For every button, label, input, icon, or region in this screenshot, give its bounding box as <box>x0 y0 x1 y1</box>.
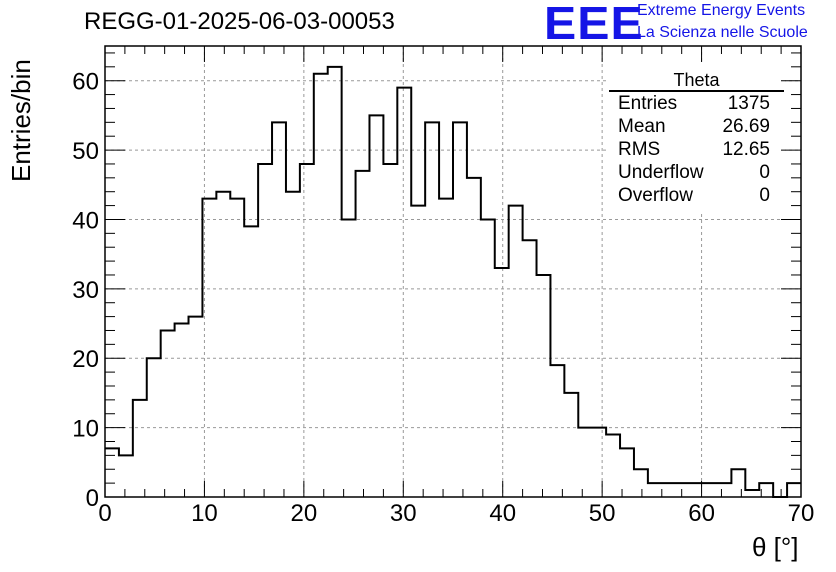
logo-line-1: Extreme Energy Events <box>637 2 806 19</box>
stats-row-entries: Entries 1375 <box>612 92 776 115</box>
stats-value: 0 <box>759 162 770 183</box>
chart-title: REGG-01-2025-06-03-00053 <box>84 8 395 35</box>
stats-key: RMS <box>618 139 661 160</box>
x-tick-label: 50 <box>589 500 616 527</box>
y-tick-label: 60 <box>72 69 99 96</box>
histogram-series <box>105 65 801 498</box>
stats-key: Mean <box>618 116 666 137</box>
stats-row-underflow: Underflow 0 <box>612 161 776 184</box>
stats-row-rms: RMS 12.65 <box>612 138 776 161</box>
x-tick-label: 70 <box>788 500 815 527</box>
logo-line-2: La Scienza nelle Scuole <box>637 24 808 41</box>
stats-value: 0 <box>759 185 770 206</box>
plot-frame <box>104 45 802 498</box>
x-tick-label: 0 <box>98 500 111 527</box>
stats-value: 26.69 <box>722 116 770 137</box>
x-tick-label: 20 <box>291 500 318 527</box>
y-tick-label: 30 <box>72 277 99 304</box>
y-tick-label: 10 <box>72 416 99 443</box>
stats-key: Underflow <box>618 162 704 183</box>
x-tick-label: 40 <box>489 500 516 527</box>
stats-box-bg <box>607 64 785 214</box>
eee-logo: EEE <box>544 0 644 49</box>
stats-value: 1375 <box>727 93 770 114</box>
stats-key: Entries <box>618 93 678 114</box>
stats-key: Overflow <box>618 185 693 206</box>
y-tick-label: 0 <box>86 485 99 512</box>
x-tick-label: 30 <box>390 500 417 527</box>
y-tick-label: 20 <box>72 346 99 373</box>
x-tick-label: 60 <box>688 500 715 527</box>
stats-row-mean: Mean 26.69 <box>612 115 776 138</box>
x-tick-label: 10 <box>191 500 218 527</box>
y-tick-label: 40 <box>72 207 99 234</box>
stats-title: Theta <box>609 70 784 92</box>
stats-value: 12.65 <box>722 139 770 160</box>
x-axis-label: θ [°] <box>752 532 799 562</box>
y-axis-label: Entries/bin <box>6 59 36 182</box>
y-tick-label: 50 <box>72 138 99 165</box>
stats-row-overflow: Overflow 0 <box>612 184 776 207</box>
stats-box: Theta Entries 1375 Mean 26.69 RMS 12.65 … <box>609 70 784 207</box>
